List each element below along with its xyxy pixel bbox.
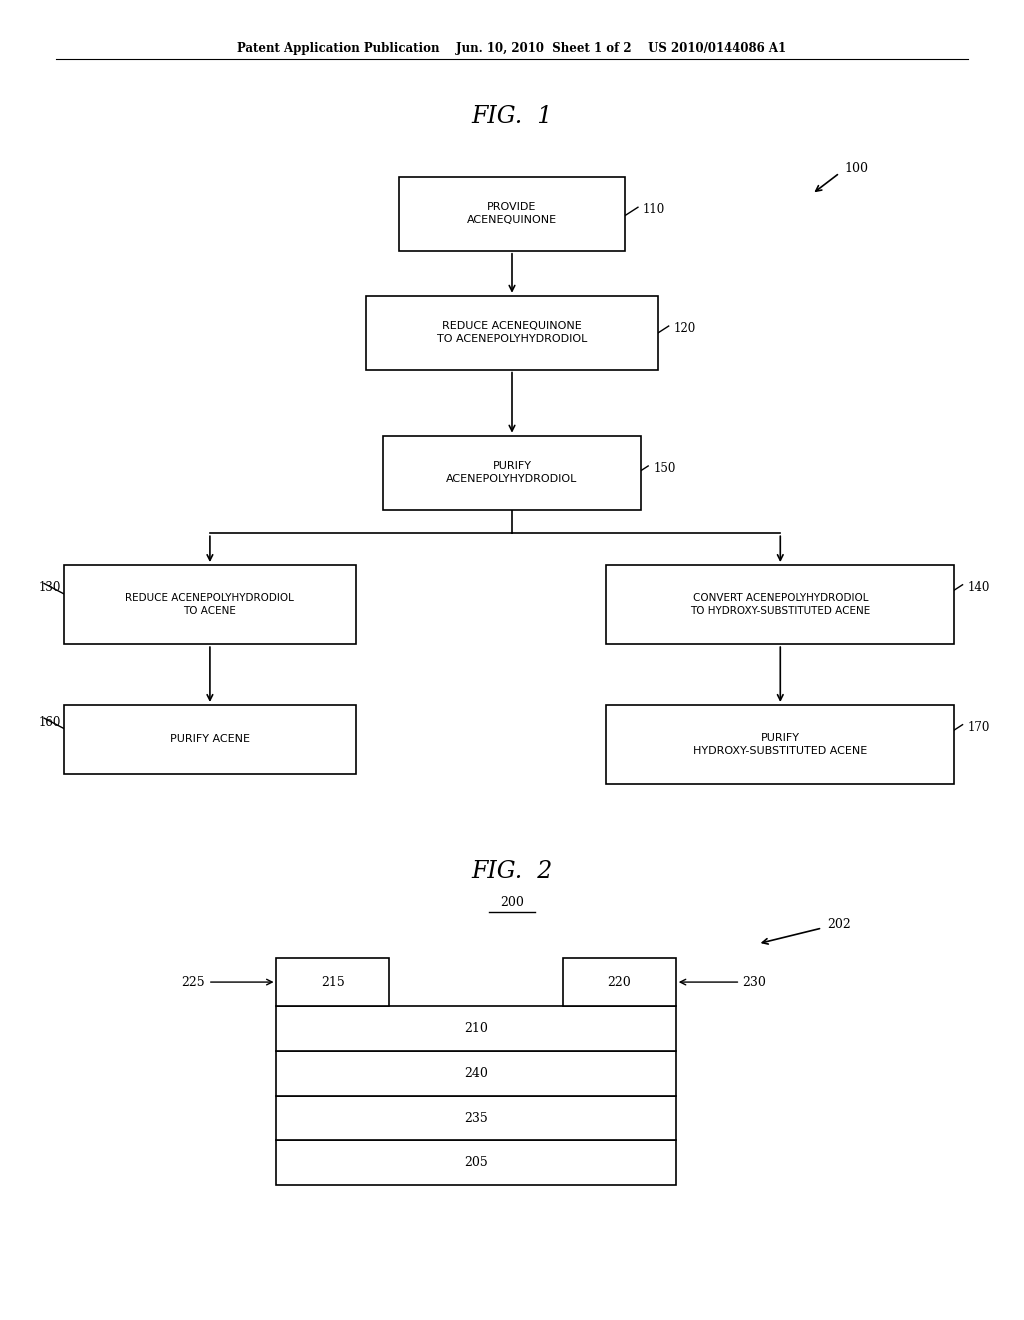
Text: FIG.  1: FIG. 1: [471, 104, 553, 128]
Text: 170: 170: [968, 721, 990, 734]
Text: 230: 230: [742, 975, 766, 989]
Bar: [383, 436, 641, 510]
Text: 210: 210: [464, 1022, 488, 1035]
Bar: [367, 296, 658, 370]
Text: 120: 120: [674, 322, 696, 335]
Text: 220: 220: [607, 975, 632, 989]
Text: 150: 150: [653, 462, 676, 475]
Text: PURIFY
ACENEPOLYHYDRODIOL: PURIFY ACENEPOLYHYDRODIOL: [446, 461, 578, 484]
Bar: [63, 565, 356, 644]
Bar: [606, 705, 954, 784]
Text: PURIFY ACENE: PURIFY ACENE: [170, 734, 250, 744]
Text: REDUCE ACENEQUINONE
TO ACENEPOLYHYDRODIOL: REDUCE ACENEQUINONE TO ACENEPOLYHYDRODIO…: [437, 321, 587, 345]
Bar: [563, 958, 676, 1006]
Text: Patent Application Publication    Jun. 10, 2010  Sheet 1 of 2    US 2010/0144086: Patent Application Publication Jun. 10, …: [238, 42, 786, 55]
Text: 110: 110: [643, 203, 666, 216]
Bar: [63, 705, 356, 774]
Text: 215: 215: [321, 975, 345, 989]
Text: 240: 240: [464, 1067, 488, 1080]
Bar: [606, 565, 954, 644]
Bar: [276, 1051, 676, 1096]
Text: 225: 225: [181, 975, 205, 989]
Text: 100: 100: [845, 162, 868, 176]
Text: 140: 140: [968, 581, 990, 594]
Text: 130: 130: [39, 581, 61, 594]
Bar: [276, 1096, 676, 1140]
Bar: [276, 958, 389, 1006]
Bar: [276, 1006, 676, 1051]
Text: 202: 202: [827, 917, 851, 931]
Text: PROVIDE
ACENEQUINONE: PROVIDE ACENEQUINONE: [467, 202, 557, 226]
Text: FIG.  2: FIG. 2: [471, 859, 553, 883]
Text: 205: 205: [464, 1156, 488, 1170]
Text: 200: 200: [500, 896, 524, 909]
Text: 160: 160: [39, 715, 61, 729]
Text: PURIFY
HYDROXY-SUBSTITUTED ACENE: PURIFY HYDROXY-SUBSTITUTED ACENE: [693, 733, 867, 756]
Text: CONVERT ACENEPOLYHYDRODIOL
TO HYDROXY-SUBSTITUTED ACENE: CONVERT ACENEPOLYHYDRODIOL TO HYDROXY-SU…: [690, 593, 870, 616]
Bar: [399, 177, 625, 251]
Bar: [276, 1140, 676, 1185]
Text: 235: 235: [464, 1111, 488, 1125]
Text: REDUCE ACENEPOLYHYDRODIOL
TO ACENE: REDUCE ACENEPOLYHYDRODIOL TO ACENE: [126, 593, 294, 616]
